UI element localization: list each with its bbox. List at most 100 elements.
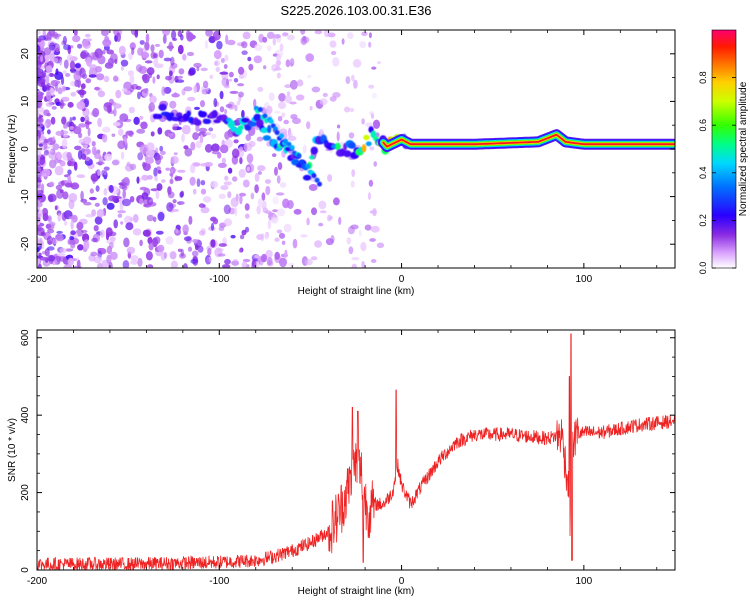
heatmap-noise-blob	[47, 54, 55, 60]
heatmap-noise-blob	[96, 73, 105, 81]
heatmap-noise-blob	[111, 133, 116, 137]
heatmap-noise-blob	[148, 102, 155, 112]
heatmap-noise-blob	[262, 36, 268, 43]
heatmap-noise-blob	[173, 152, 178, 156]
heatmap-noise-blob	[37, 176, 41, 183]
heatmap-noise-blob	[242, 258, 251, 263]
heatmap-noise-blob	[306, 121, 311, 130]
heatmap-noise-blob	[169, 100, 177, 109]
colorbar-label: Normalized spectral amplitude	[738, 81, 749, 216]
heatmap-noise-blob	[154, 175, 158, 182]
heatmap-noise-blob	[37, 155, 41, 162]
heatmap-noise-blob	[232, 176, 238, 182]
heatmap-noise-blob	[375, 132, 380, 138]
heatmap-noise-blob	[204, 132, 212, 136]
heatmap-noise-blob	[99, 229, 105, 238]
heatmap-noise-blob	[64, 182, 73, 188]
heatmap-noise-blob	[168, 41, 173, 52]
heatmap-noise-blob	[204, 162, 213, 167]
heatmap-streak-blob	[268, 118, 274, 124]
heatmap-noise-blob	[70, 219, 74, 230]
heatmap-noise-blob	[172, 199, 177, 204]
heatmap-noise-blob	[288, 262, 295, 267]
heatmap-noise-blob	[48, 181, 55, 187]
heatmap-noise-blob	[76, 101, 86, 110]
heatmap-noise-blob	[145, 156, 155, 165]
heatmap-noise-blob	[156, 154, 164, 160]
heatmap-noise-blob	[125, 222, 134, 231]
heatmap-noise-blob	[104, 153, 113, 161]
heatmap-noise-blob	[219, 106, 225, 113]
heatmap-noise-blob	[245, 134, 252, 141]
heatmap-noise-blob	[156, 166, 161, 172]
heatmap-noise-blob	[59, 58, 63, 66]
heatmap-noise-blob	[230, 197, 239, 208]
heatmap-noise-blob	[163, 57, 172, 62]
colorbar-tick-label: 0.0	[698, 262, 708, 275]
colorbar-ticks: 0.0 0.2 0.4 0.6 0.8	[698, 71, 736, 274]
heatmap-noise-blob	[146, 214, 154, 222]
heatmap-noise-blob	[120, 66, 125, 71]
heatmap-noise-blob	[70, 91, 77, 97]
heatmap-y-tick-label: 20	[20, 48, 31, 60]
snr-y-tick-label: 600	[20, 329, 31, 346]
heatmap-noise-blob	[347, 32, 354, 40]
heatmap-noise-blob	[228, 78, 233, 82]
heatmap-noise-blob	[95, 185, 100, 192]
heatmap-x-tick-label: 0	[399, 274, 405, 285]
heatmap-noise-blob	[246, 153, 254, 164]
heatmap-noise-blob	[224, 54, 229, 62]
heatmap-noise-blob	[80, 116, 85, 123]
heatmap-noise-blob	[48, 194, 54, 203]
colorbar-gradient	[711, 29, 737, 269]
heatmap-noise-blob	[376, 242, 385, 249]
heatmap-noise-blob	[141, 74, 148, 81]
heatmap-noise-blob	[175, 79, 185, 83]
heatmap-noise-blob	[145, 33, 150, 43]
heatmap-noise-blob	[187, 246, 193, 252]
heatmap-noise-blob	[146, 142, 155, 152]
heatmap-noise-blob	[116, 32, 121, 43]
heatmap-noise-blob	[353, 79, 358, 89]
heatmap-noise-blob	[80, 49, 89, 58]
heatmap-noise-blob	[265, 249, 273, 259]
heatmap-noise-blob	[155, 189, 160, 200]
heatmap-noise-blob	[296, 94, 305, 101]
heatmap-noise-blob	[285, 59, 291, 68]
heatmap-noise-blob	[219, 90, 224, 100]
heatmap-noise-blob	[205, 30, 213, 37]
heatmap-noise-blob	[248, 63, 254, 71]
heatmap-noise-blob	[277, 101, 287, 110]
heatmap-noise-blob	[37, 99, 43, 109]
heatmap-noise-blob	[128, 106, 135, 114]
heatmap-noise-blob	[254, 254, 259, 259]
heatmap-noise-blob	[251, 259, 257, 268]
heatmap-noise-blob	[157, 127, 163, 135]
heatmap-noise-blob	[147, 197, 154, 206]
heatmap-streak-blob	[274, 130, 280, 136]
heatmap-noise-blob	[129, 163, 137, 170]
heatmap-noise-blob	[47, 228, 55, 234]
heatmap-noise-blob	[54, 165, 64, 176]
heatmap-noise-blob	[52, 57, 59, 64]
heatmap-noise-blob	[119, 204, 124, 211]
heatmap-noise-blob	[289, 101, 297, 105]
heatmap-noise-blob	[68, 216, 77, 220]
heatmap-noise-blob	[236, 100, 241, 106]
heatmap-noise-blob	[276, 229, 283, 234]
heatmap-noise-blob	[87, 127, 91, 137]
heatmap-noise-blob	[368, 32, 372, 39]
heatmap-noise-blob	[274, 166, 278, 176]
heatmap-noise-blob	[301, 36, 310, 44]
heatmap-noise-blob	[142, 88, 148, 94]
heatmap-noise-blob	[186, 32, 194, 42]
heatmap-noise-blob	[69, 116, 73, 127]
heatmap-noise-blob	[103, 75, 110, 83]
heatmap-noise-blob	[279, 43, 284, 52]
heatmap-noise-blob	[221, 77, 228, 87]
heatmap-noise-blob	[129, 217, 135, 221]
heatmap-noise-blob	[44, 248, 50, 257]
heatmap-noise-blob	[160, 150, 166, 155]
figure-title: S225.2026.103.00.31.E36	[280, 3, 431, 18]
